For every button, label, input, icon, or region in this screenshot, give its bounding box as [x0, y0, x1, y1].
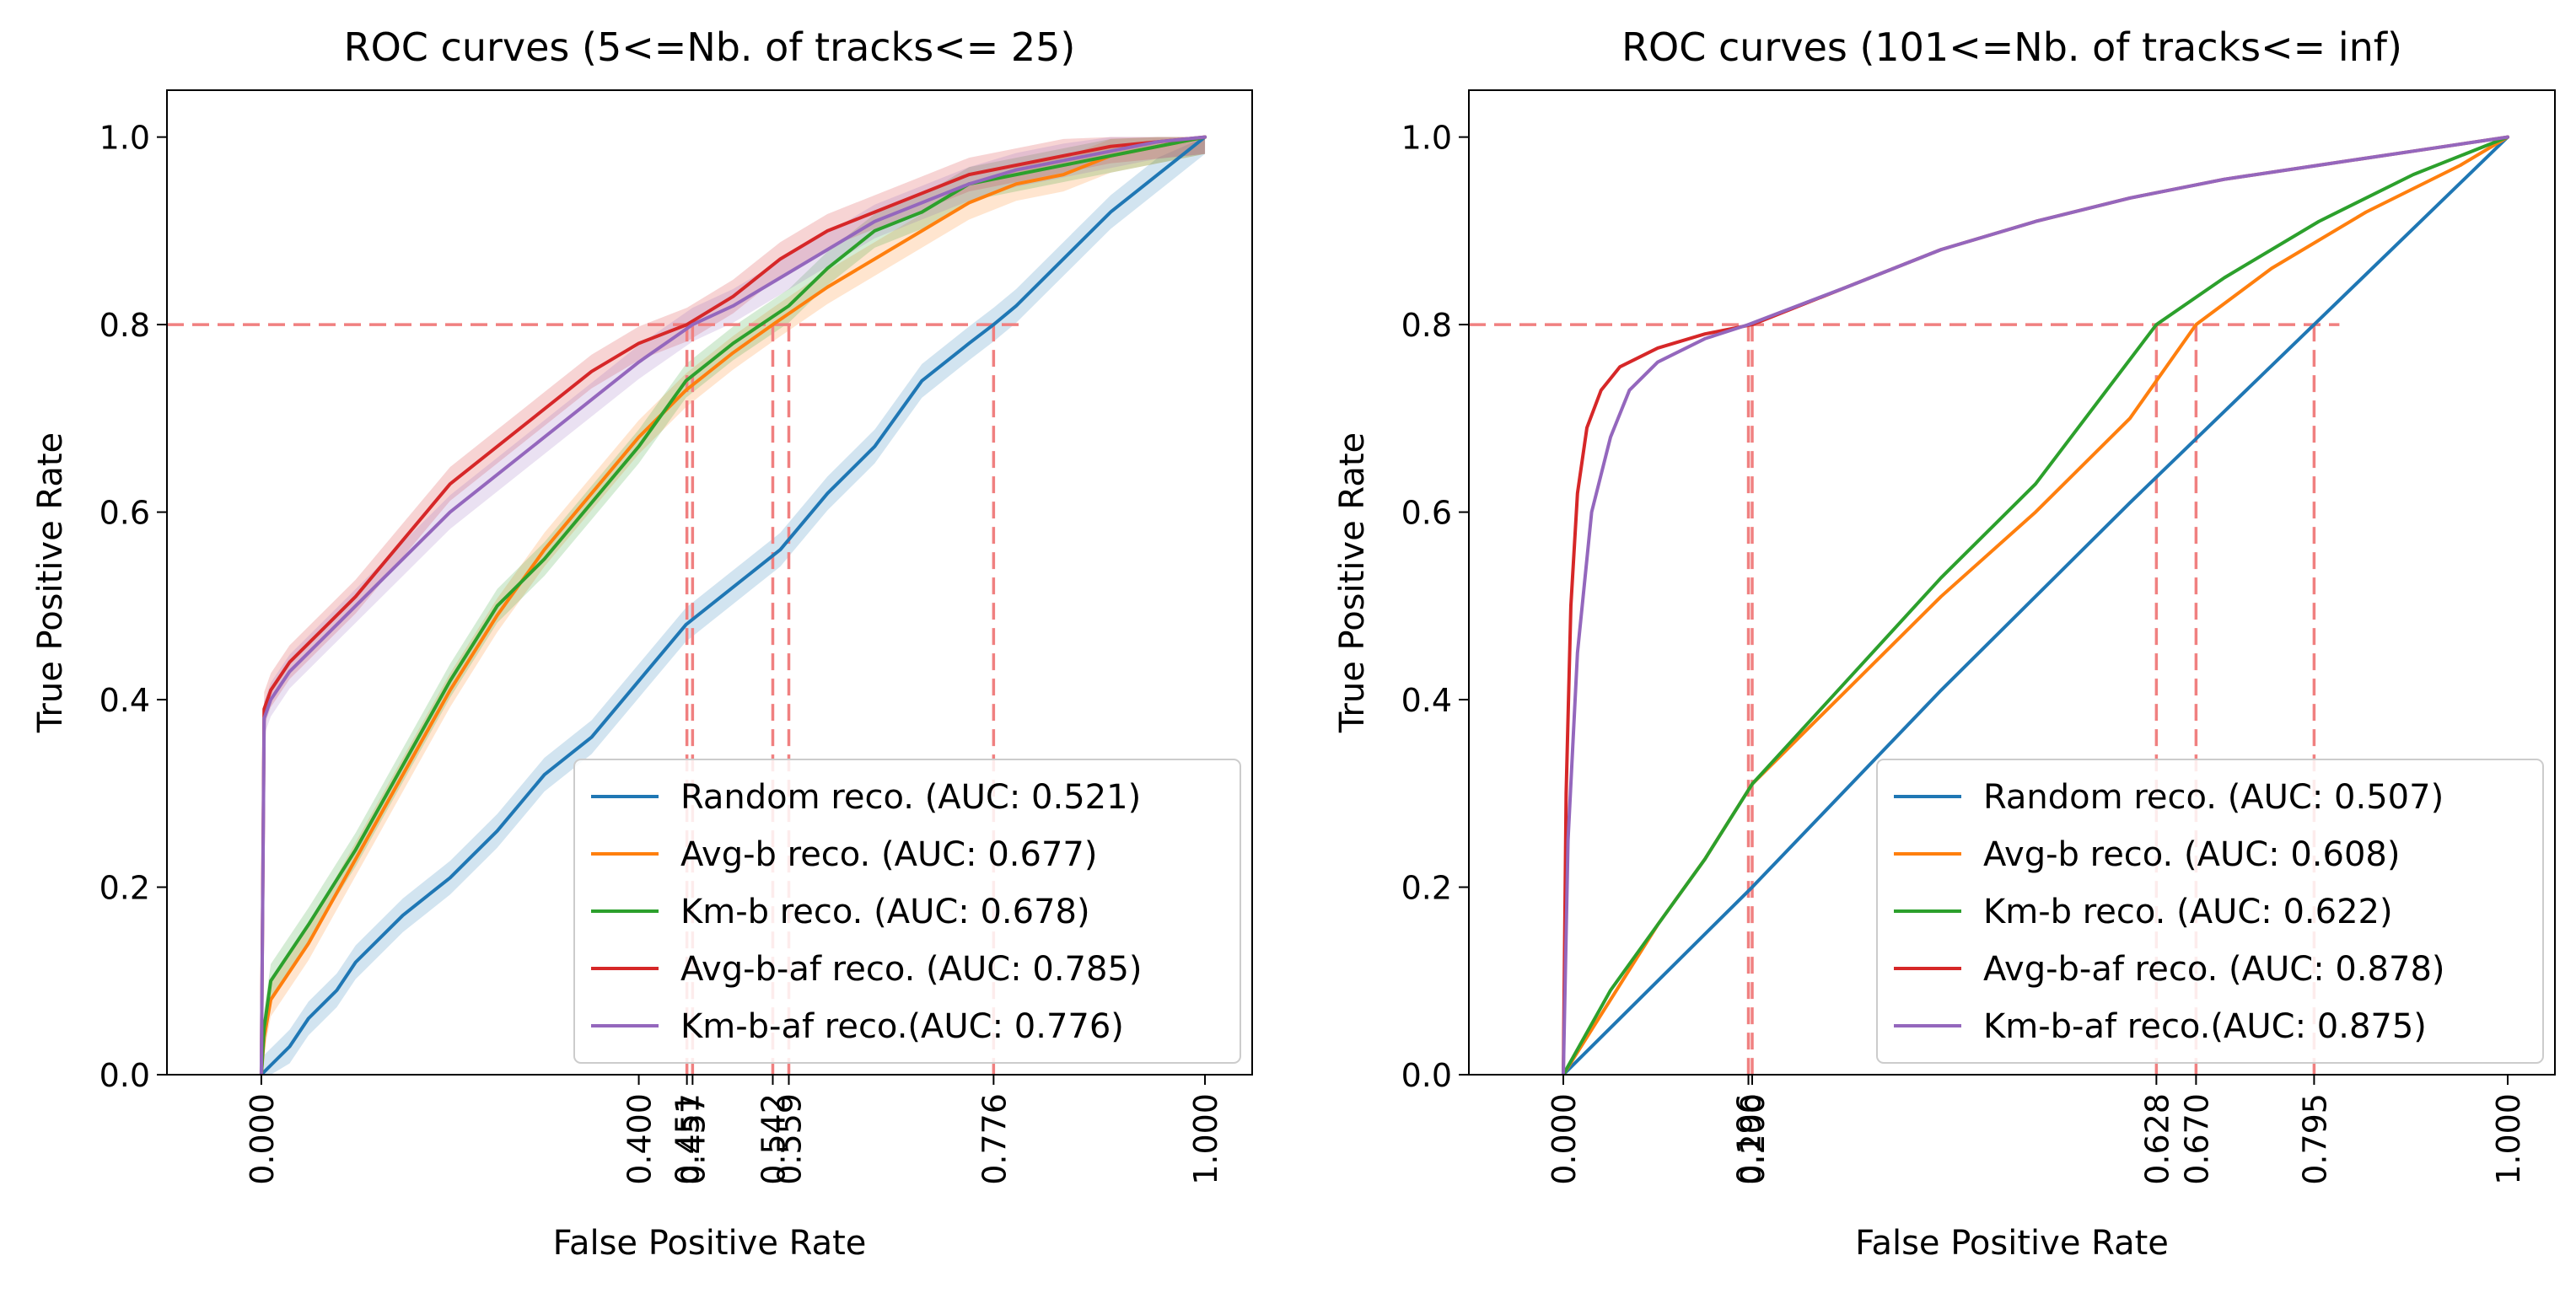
x-tick-label: 0.795 [2296, 1093, 2333, 1185]
y-axis-label: True Positive Rate [1333, 432, 1372, 733]
x-tick-label: 0.457 [675, 1093, 712, 1185]
x-tick-label: 0.000 [1546, 1093, 1583, 1185]
series-line [259, 135, 1207, 1075]
legend-label: Random reco. (AUC: 0.507) [1983, 778, 2444, 817]
legend: Random reco. (AUC: 0.507) Avg-b reco. (AU… [1876, 759, 2544, 1064]
y-tick-label: 0.4 [1401, 682, 1452, 719]
roc-panel-left: ROC curves (5<=Nb. of tracks<= 25) False… [31, 24, 1253, 1263]
series-line [259, 135, 1207, 1075]
x-tick-label: 0.000 [244, 1093, 281, 1185]
series-line [1562, 135, 2509, 1075]
roc-panel-right: ROC curves (101<=Nb. of tracks<= inf) Fa… [1333, 24, 2556, 1263]
y-tick-label: 1.0 [1401, 120, 1452, 157]
legend-label: Avg-b reco. (AUC: 0.608) [1983, 835, 2400, 874]
y-axis-label: True Positive Rate [31, 432, 70, 733]
chart-title: ROC curves (5<=Nb. of tracks<= 25) [344, 24, 1076, 70]
x-tick-label: 0.542 [755, 1093, 792, 1185]
axes-frame [1468, 89, 2556, 1076]
chart-title: ROC curves (101<=Nb. of tracks<= inf) [1621, 24, 2402, 70]
plot-area [1469, 135, 2509, 1075]
x-axis-label: False Positive Rate [553, 1224, 867, 1263]
x-tick-label: 0.196 [1731, 1093, 1768, 1185]
legend-frame [573, 759, 1241, 1064]
series-line [1562, 135, 2509, 1075]
legend-label: Avg-b-af reco. (AUC: 0.878) [1983, 950, 2445, 989]
x-tick-label: 0.400 [621, 1093, 659, 1185]
legend-label: Avg-b reco. (AUC: 0.677) [680, 835, 1097, 874]
axes-frame [166, 89, 1253, 1076]
x-tick-label: 0.670 [2178, 1093, 2215, 1185]
y-tick-label: 1.0 [99, 120, 150, 157]
series-line [259, 135, 1207, 1075]
legend: Random reco. (AUC: 0.521) Avg-b reco. (AU… [573, 759, 1241, 1064]
x-axis-label: False Positive Rate [1855, 1224, 2169, 1263]
series-line [1562, 135, 2509, 1075]
x-tick-label: 0.628 [2138, 1093, 2175, 1185]
legend-label: Km-b reco. (AUC: 0.622) [1983, 893, 2393, 931]
legend-label: Avg-b-af reco. (AUC: 0.785) [680, 950, 1143, 989]
x-tick-label: 1.000 [2490, 1093, 2527, 1185]
y-tick-label: 0.0 [99, 1057, 150, 1094]
y-tick-label: 0.6 [99, 495, 150, 532]
legend-label: Km-b reco. (AUC: 0.678) [680, 893, 1090, 931]
legend-label: Random reco. (AUC: 0.521) [680, 778, 1141, 817]
series-line [259, 135, 1207, 1075]
y-tick-label: 0.8 [1401, 307, 1452, 344]
y-tick-label: 0.0 [1401, 1057, 1452, 1094]
x-tick-label: 0.559 [772, 1093, 809, 1185]
plot-area [167, 135, 1207, 1075]
y-tick-label: 0.8 [99, 307, 150, 344]
confidence-band [261, 137, 1206, 1075]
y-tick-label: 0.4 [99, 682, 150, 719]
legend-label: Km-b-af reco.(AUC: 0.875) [1983, 1007, 2427, 1046]
x-tick-label: 0.200 [1734, 1093, 1772, 1185]
x-tick-label: 0.776 [976, 1093, 1013, 1185]
y-tick-label: 0.2 [99, 870, 150, 907]
y-tick-label: 0.2 [1401, 870, 1452, 907]
series-line [259, 135, 1207, 1075]
x-tick-label: 0.451 [670, 1093, 707, 1185]
legend-label: Km-b-af reco.(AUC: 0.776) [680, 1007, 1124, 1046]
x-tick-label: 1.000 [1187, 1093, 1224, 1185]
y-tick-label: 0.6 [1401, 495, 1452, 532]
legend-frame [1876, 759, 2544, 1064]
